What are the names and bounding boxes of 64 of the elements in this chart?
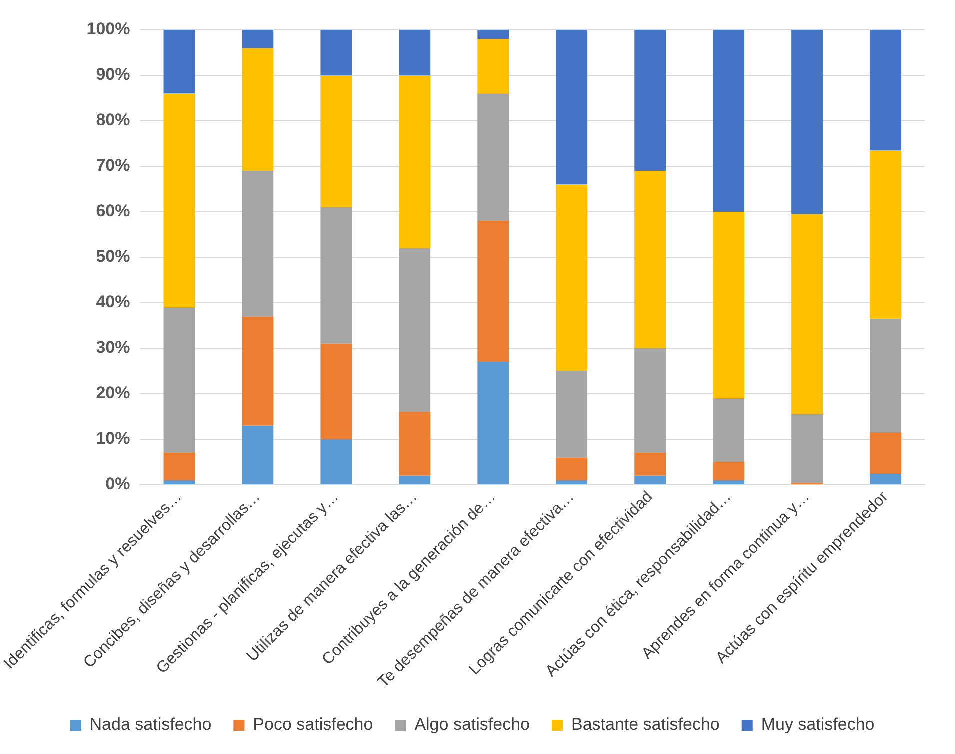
bar	[634, 453, 666, 476]
bar	[320, 30, 352, 76]
bar	[556, 458, 588, 480]
bar	[242, 426, 274, 484]
y-tick-label: 20%	[96, 384, 130, 403]
bar	[399, 248, 431, 412]
bar	[870, 432, 902, 474]
bar	[556, 371, 588, 458]
bar	[634, 30, 666, 172]
bar	[478, 362, 510, 484]
bar	[792, 214, 823, 414]
y-tick-label: 70%	[96, 156, 130, 176]
bar	[634, 171, 666, 348]
bar	[556, 184, 588, 372]
y-tick-label: 0%	[106, 474, 130, 494]
bar	[242, 316, 274, 426]
y-tick-label: 30%	[96, 338, 130, 358]
bar	[242, 48, 274, 172]
legend-label: Bastante satisfecho	[571, 715, 720, 734]
bar	[399, 476, 431, 484]
bar	[713, 30, 744, 212]
y-tick-label: 90%	[96, 65, 130, 84]
bar	[164, 480, 196, 484]
y-tick-label: 50%	[96, 247, 130, 266]
y-tick-label: 40%	[96, 292, 130, 312]
bar	[478, 94, 510, 222]
bar	[320, 439, 352, 484]
bar	[713, 212, 744, 398]
bar	[478, 221, 510, 362]
bar	[164, 307, 196, 454]
bar	[713, 480, 744, 484]
bar	[634, 348, 666, 454]
bar	[164, 30, 196, 94]
y-tick-label: 100%	[86, 20, 130, 39]
bar	[164, 94, 196, 308]
legend-label: Nada satisfecho	[90, 715, 212, 734]
bar	[478, 30, 510, 40]
bar	[164, 453, 196, 480]
bar	[713, 398, 744, 462]
bar	[478, 39, 510, 94]
bar	[320, 207, 352, 344]
bar	[870, 150, 902, 319]
bar	[792, 414, 823, 483]
legend-label: Muy satisfecho	[761, 715, 875, 734]
bar	[556, 480, 588, 484]
bar	[713, 462, 744, 480]
bar	[242, 30, 274, 48]
legend-label: Algo satisfecho	[414, 715, 530, 734]
bar	[320, 344, 352, 440]
bar	[870, 30, 902, 151]
bar	[242, 171, 274, 317]
bar	[399, 75, 431, 248]
y-tick-label: 60%	[96, 202, 130, 221]
bar	[634, 476, 666, 484]
y-tick-label: 80%	[96, 110, 130, 130]
y-tick-label: 10%	[96, 429, 130, 448]
bar	[320, 75, 352, 208]
bar	[870, 474, 902, 484]
bar	[556, 30, 588, 185]
legend-label: Poco satisfecho	[253, 715, 374, 734]
bar	[792, 30, 823, 214]
bar	[870, 318, 902, 433]
bar	[399, 30, 431, 76]
bar	[399, 412, 431, 476]
